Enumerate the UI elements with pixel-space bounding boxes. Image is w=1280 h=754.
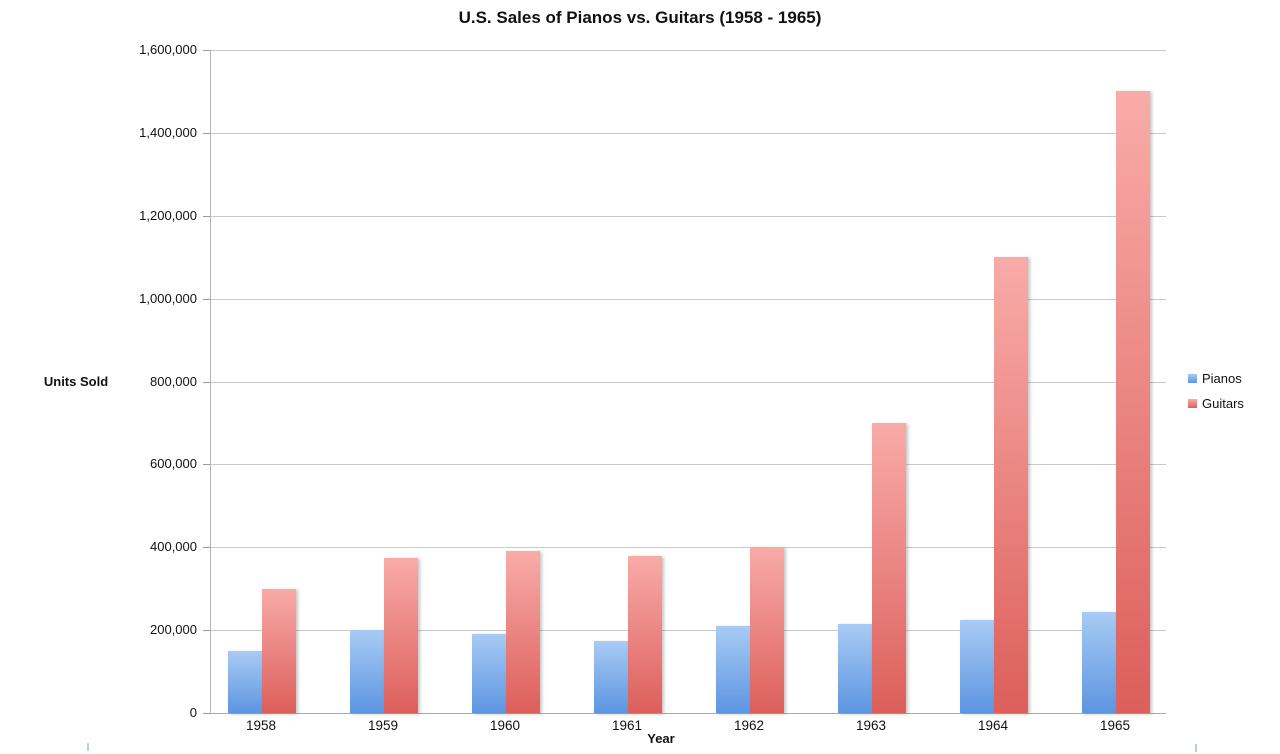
y-axis-tick [203,713,210,714]
bar-guitars-1961[interactable] [628,555,662,713]
gridline [211,547,1166,549]
bar-guitars-1963[interactable] [872,422,906,713]
x-tick-label: 1960 [489,718,521,733]
pianos-legend-swatch-icon [1188,373,1197,383]
y-axis-tick [203,50,210,51]
y-axis-tick [203,547,210,548]
stray-mark [1195,744,1197,752]
bar-pianos-1959[interactable] [350,630,384,713]
x-tick-label: 1963 [855,718,887,733]
bar-guitars-1958[interactable] [262,588,296,713]
y-tick-label: 0 [189,705,197,720]
y-tick-label: 400,000 [150,539,197,554]
gridline [211,132,1166,134]
legend-item-guitars[interactable]: Guitars [1188,394,1244,412]
bar-guitars-1962[interactable] [750,547,784,713]
x-tick-label: 1964 [977,718,1009,733]
legend: Pianos Guitars [1188,369,1244,419]
bar-pianos-1962[interactable] [716,626,750,713]
bar-guitars-1965[interactable] [1116,91,1150,713]
gridline [211,464,1166,466]
y-axis-tick [203,464,210,465]
bar-pianos-1965[interactable] [1082,611,1116,713]
y-tick-label: 1,400,000 [139,125,197,140]
y-tick-label: 1,200,000 [139,208,197,223]
y-axis-title: Units Sold [43,374,109,389]
x-tick-label: 1958 [245,718,277,733]
y-tick-label: 800,000 [150,374,197,389]
gridline [211,298,1166,300]
stray-mark [87,743,89,751]
x-tick-label: 1965 [1099,718,1131,733]
legend-label: Pianos [1202,370,1242,386]
y-tick-label: 200,000 [150,622,197,637]
gridline [211,630,1166,632]
x-tick-label: 1961 [611,718,643,733]
guitars-legend-swatch-icon [1188,398,1197,408]
chart-title: U.S. Sales of Pianos vs. Guitars (1958 -… [458,8,822,27]
legend-item-pianos[interactable]: Pianos [1188,369,1244,387]
y-axis-tick [203,299,210,300]
gridline [211,215,1166,217]
bar-guitars-1959[interactable] [384,557,418,713]
y-tick-label: 1,000,000 [139,291,197,306]
y-axis-tick [203,216,210,217]
y-axis-tick [203,630,210,631]
x-axis-title: Year [647,731,675,746]
gridline [211,50,1166,51]
bar-guitars-1964[interactable] [994,257,1028,713]
y-axis-tick [203,382,210,383]
gridline [211,381,1166,383]
legend-label: Guitars [1202,395,1244,411]
x-tick-label: 1962 [733,718,765,733]
bar-pianos-1963[interactable] [838,623,872,713]
y-axis-tick [203,133,210,134]
plot-area [210,50,1166,714]
bar-guitars-1960[interactable] [506,551,540,713]
y-tick-label: 600,000 [150,456,197,471]
bar-pianos-1964[interactable] [960,619,994,713]
bar-pianos-1960[interactable] [472,634,506,713]
x-tick-label: 1959 [367,718,399,733]
bar-pianos-1961[interactable] [594,640,628,713]
bar-pianos-1958[interactable] [228,650,262,713]
y-tick-label: 1,600,000 [139,42,197,57]
